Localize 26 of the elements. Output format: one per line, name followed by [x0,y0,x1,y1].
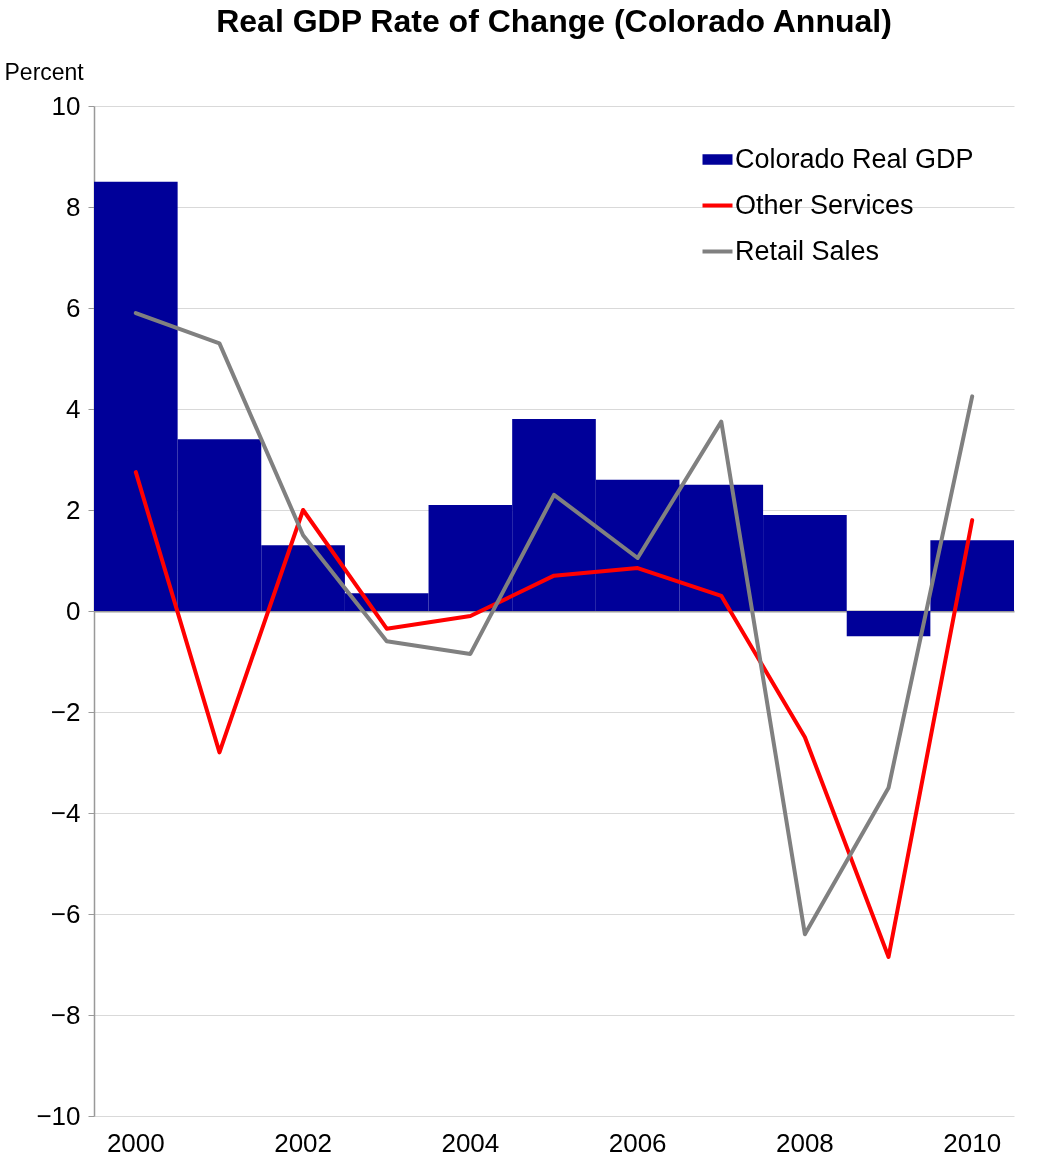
y-tick-label: 10 [51,90,81,121]
y-tick-label: 2 [66,494,81,525]
line-series [133,470,975,959]
y-tick-label: 6 [66,292,81,323]
y-tick-label: −2 [50,696,81,727]
line-series [133,311,975,937]
x-tick-label: 2004 [441,1127,500,1158]
y-tick-label: −10 [36,1100,81,1131]
y-tick-label: −8 [50,999,81,1030]
x-tick-label: 2010 [943,1127,1002,1158]
x-tick-label: 2006 [608,1127,667,1158]
y-tick-label: 4 [66,393,81,424]
legend-label: Retail Sales [735,235,880,266]
x-tick-label: 2002 [274,1127,333,1158]
x-tick-label: 2008 [775,1127,834,1158]
bar [846,611,931,637]
y-tick-label: −6 [50,898,81,929]
y-tick-label: 0 [66,595,81,626]
legend-label: Colorado Real GDP [735,143,974,174]
legend-label: Other Services [735,189,914,220]
y-tick-label: 8 [66,191,81,222]
bar [930,540,1014,611]
chart-title: Real GDP Rate of Change (Colorado Annual) [216,3,892,39]
x-tick-label: 2000 [106,1127,165,1158]
y-tick-label: −4 [50,797,81,828]
y-axis-title: Percent [4,58,85,85]
